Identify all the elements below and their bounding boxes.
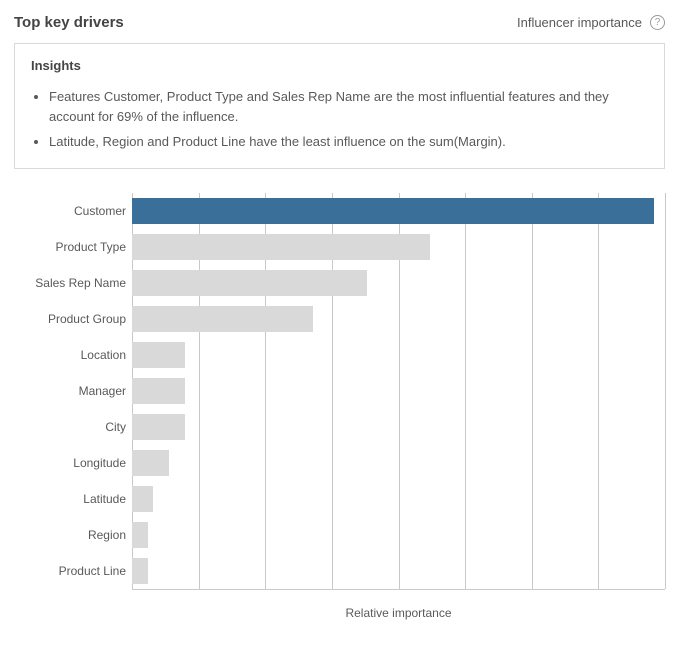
header-row: Top key drivers Influencer importance ? xyxy=(14,14,665,31)
bar[interactable] xyxy=(132,270,367,296)
bar[interactable] xyxy=(132,414,185,440)
insight-item: Features Customer, Product Type and Sale… xyxy=(49,87,648,126)
help-icon[interactable]: ? xyxy=(650,15,665,30)
bar-row xyxy=(132,445,665,481)
subheader: Influencer importance ? xyxy=(517,15,665,30)
bar[interactable] xyxy=(132,342,185,368)
bar-row xyxy=(132,265,665,301)
insight-item: Latitude, Region and Product Line have t… xyxy=(49,132,648,152)
y-axis-label: Sales Rep Name xyxy=(14,265,126,301)
y-axis-label: Latitude xyxy=(14,481,126,517)
y-axis-labels: CustomerProduct TypeSales Rep NameProduc… xyxy=(14,193,132,590)
bar[interactable] xyxy=(132,522,148,548)
y-axis-label: Product Type xyxy=(14,229,126,265)
bar-row xyxy=(132,409,665,445)
y-axis-label: Product Line xyxy=(14,553,126,589)
bar-row xyxy=(132,229,665,265)
bar-row xyxy=(132,553,665,589)
y-axis-label: Product Group xyxy=(14,301,126,337)
bars-container xyxy=(132,193,665,589)
bar[interactable] xyxy=(132,198,654,224)
y-axis-label: Longitude xyxy=(14,445,126,481)
bar[interactable] xyxy=(132,306,313,332)
y-axis-label: Location xyxy=(14,337,126,373)
y-axis-label: Manager xyxy=(14,373,126,409)
page-title: Top key drivers xyxy=(14,14,124,31)
y-axis-label: Region xyxy=(14,517,126,553)
bar[interactable] xyxy=(132,486,153,512)
bar-row xyxy=(132,193,665,229)
bar-row xyxy=(132,337,665,373)
bar-row xyxy=(132,373,665,409)
gridline xyxy=(665,193,666,589)
chart-body: CustomerProduct TypeSales Rep NameProduc… xyxy=(14,193,665,590)
insights-title: Insights xyxy=(31,58,648,73)
x-axis-label: Relative importance xyxy=(14,606,665,620)
plot-area xyxy=(132,193,665,590)
bar-row xyxy=(132,481,665,517)
bar[interactable] xyxy=(132,234,430,260)
y-axis-label: City xyxy=(14,409,126,445)
chart: CustomerProduct TypeSales Rep NameProduc… xyxy=(14,185,665,620)
card-container: Top key drivers Influencer importance ? … xyxy=(0,0,681,630)
bar-row xyxy=(132,517,665,553)
bar[interactable] xyxy=(132,450,169,476)
subheader-label: Influencer importance xyxy=(517,15,642,30)
y-axis-label: Customer xyxy=(14,193,126,229)
insights-card: Insights Features Customer, Product Type… xyxy=(14,43,665,169)
bar[interactable] xyxy=(132,558,148,584)
insights-list: Features Customer, Product Type and Sale… xyxy=(31,87,648,152)
bar[interactable] xyxy=(132,378,185,404)
bar-row xyxy=(132,301,665,337)
